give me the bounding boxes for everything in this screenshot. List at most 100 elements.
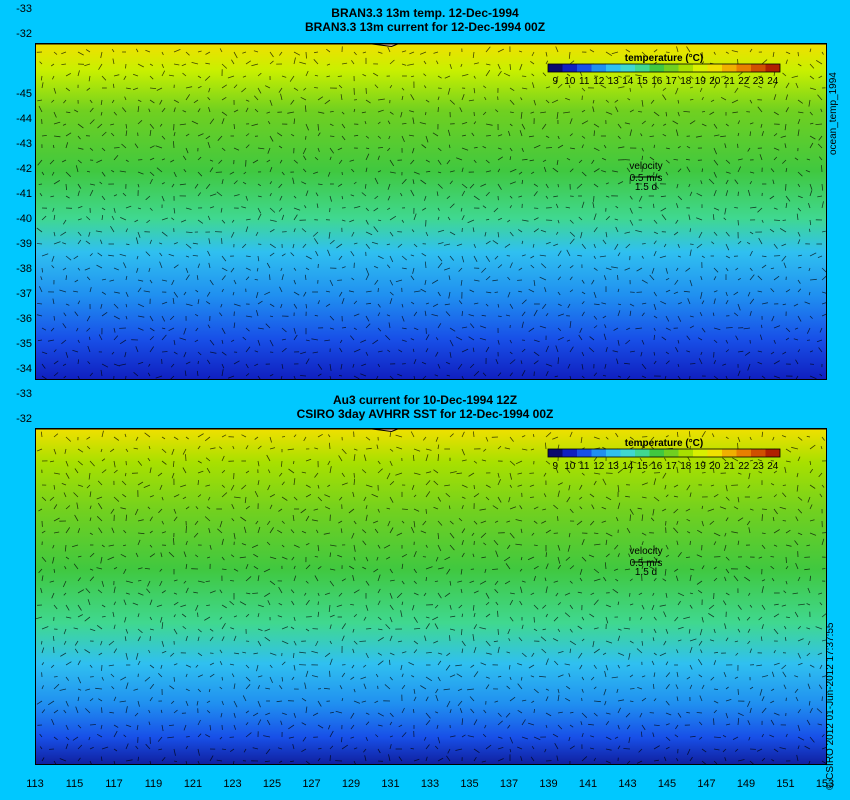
colorbar-label: 11 (579, 461, 590, 472)
colorbar-label: 18 (680, 76, 692, 87)
colorbar-swatch (620, 449, 635, 457)
x-tick-label: 135 (460, 778, 479, 790)
colorbar-label: 13 (608, 461, 620, 472)
colorbar-swatch (693, 64, 708, 72)
colorbar-swatch (765, 64, 780, 72)
velocity-value: 0.5 m/s (630, 558, 663, 569)
colorbar-swatch (548, 449, 563, 457)
colorbar-swatch (678, 449, 693, 457)
colorbar-swatch (722, 449, 737, 457)
x-tick-label: 153 (815, 778, 835, 790)
colorbar-label: 12 (593, 461, 605, 472)
colorbar-label: 23 (753, 76, 765, 87)
colorbar-label: 24 (767, 461, 779, 472)
y-tick-label: -32 (16, 413, 32, 425)
velocity-value: 0.5 m/s (630, 173, 663, 184)
panel1-title-line2: BRAN3.3 13m current for 12-Dec-1994 00Z (304, 20, 546, 34)
sea-surface-temperature-field (36, 429, 826, 764)
y-tick-label: -35 (16, 338, 32, 350)
x-tick-label: 131 (381, 778, 400, 790)
y-tick-label: -32 (16, 28, 32, 40)
x-tick-label: 139 (539, 778, 558, 790)
colorbar-swatch (736, 64, 751, 72)
colorbar-label: 17 (666, 461, 678, 472)
x-tick-label: 147 (697, 778, 716, 790)
colorbar-title: temperature (°C) (625, 438, 703, 449)
panel1-title-line1: BRAN3.3 13m temp. 12-Dec-1994 (331, 6, 519, 20)
colorbar-label: 24 (767, 76, 779, 87)
colorbar-swatch (751, 449, 766, 457)
velocity-scale: 1.5 d (635, 567, 657, 578)
panel2-side-label: © CSIRO 2012 01-Jun-2012 17:37:55 (825, 622, 836, 790)
x-tick-label: 123 (223, 778, 242, 790)
colorbar-label: 15 (637, 461, 649, 472)
colorbar-label: 23 (753, 461, 765, 472)
y-tick-label: -33 (16, 3, 32, 15)
colorbar-label: 20 (709, 76, 721, 87)
y-tick-label: -45 (16, 88, 32, 100)
colorbar-label: 13 (608, 76, 620, 87)
y-tick-label: -44 (16, 113, 32, 125)
colorbar-swatch (678, 64, 693, 72)
map-panel-satellite: temperature (°C) 9 10 11 12 13 14 15 16 17 18 19 20 2… (35, 428, 827, 765)
colorbar-swatch (591, 64, 606, 72)
colorbar-label: 10 (564, 76, 576, 87)
current-vectors (36, 430, 826, 764)
x-tick-label: 143 (618, 778, 637, 790)
colorbar-label: 15 (637, 76, 649, 87)
colorbar-swatch (577, 449, 592, 457)
colorbar-swatch (664, 64, 679, 72)
x-tick-label: 119 (144, 778, 163, 790)
panel2-title-line2: CSIRO 3day AVHRR SST for 12-Dec-1994 00Z (296, 407, 554, 421)
colorbar-label: 16 (651, 461, 663, 472)
x-tick-label: 115 (65, 778, 84, 790)
colorbar-label: 12 (593, 76, 605, 87)
colorbar-label: 9 (552, 461, 558, 472)
x-tick-label: 125 (262, 778, 282, 790)
colorbar-label: 22 (738, 76, 750, 87)
colorbar-label: 14 (622, 76, 634, 87)
velocity-label: velocity (629, 546, 662, 557)
y-tick-label: -38 (16, 263, 32, 275)
x-tick-label: 145 (657, 778, 677, 790)
colorbar-swatch (722, 64, 737, 72)
colorbar-label: 18 (680, 461, 692, 472)
colorbar-swatch (707, 64, 722, 72)
colorbar-swatch (664, 449, 679, 457)
y-tick-label: -43 (16, 138, 32, 150)
colorbar-swatch (765, 449, 780, 457)
y-tick-label: -40 (16, 213, 32, 225)
colorbar-swatch (635, 449, 650, 457)
colorbar-swatch (751, 64, 766, 72)
x-tick-label: 137 (499, 778, 519, 790)
y-tick-label: -34 (16, 363, 32, 375)
y-tick-label: -36 (16, 313, 32, 325)
colorbar-swatch (606, 449, 621, 457)
panel1-side-label: ocean_temp_1994 (828, 72, 839, 155)
colorbar-label: 16 (651, 76, 663, 87)
y-tick-label: -37 (16, 288, 32, 300)
colorbar-label: 14 (622, 461, 634, 472)
colorbar-swatch (649, 64, 664, 72)
colorbar-swatch (548, 64, 563, 72)
y-tick-label: -42 (16, 163, 32, 175)
colorbar-swatch (620, 64, 635, 72)
colorbar-swatch (591, 449, 606, 457)
colorbar-label: 19 (695, 76, 707, 87)
colorbar-label: 19 (695, 461, 707, 472)
colorbar-label: 9 (552, 76, 558, 87)
colorbar-label: 21 (724, 76, 736, 87)
colorbar-label: 21 (724, 461, 736, 472)
colorbar-swatch (649, 449, 664, 457)
x-tick-label: 149 (736, 778, 756, 790)
x-tick-label: 133 (420, 778, 440, 790)
colorbar-label: 22 (738, 461, 750, 472)
colorbar-swatch (736, 449, 751, 457)
y-tick-label: -33 (16, 388, 32, 400)
map-canvas: temperature (°C)9 10 11 12 13 14 15 16 17 18 19 20 2… (36, 44, 826, 379)
x-tick-label: 141 (578, 778, 598, 790)
x-tick-label: 113 (26, 778, 44, 790)
map-canvas: temperature (°C)9 10 11 12 13 14 15 16 17 18 19 20 2… (36, 429, 826, 764)
x-tick-label: 151 (776, 778, 795, 790)
x-tick-label: 129 (341, 778, 361, 790)
